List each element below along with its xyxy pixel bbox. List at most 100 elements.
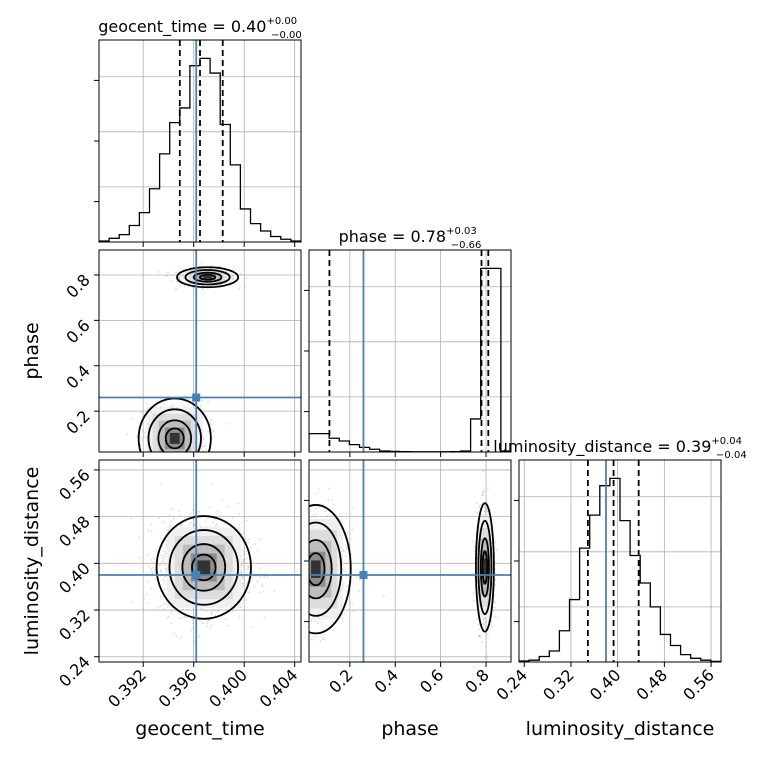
scatter-point xyxy=(178,276,181,279)
contour-line xyxy=(192,271,223,283)
scatter-point xyxy=(482,623,485,625)
scatter-point xyxy=(139,410,142,413)
scatter-point xyxy=(210,612,213,614)
scatter-point xyxy=(191,622,194,624)
panel-luminosity-distance-vs-geocent-time xyxy=(99,460,301,662)
panel-frame xyxy=(98,249,302,453)
scatter-point xyxy=(212,430,215,433)
scatter-point xyxy=(266,576,269,578)
scatter-point xyxy=(205,620,208,623)
axis-ticks: 0.392 0.396 0.400 0.404 0.2 0.4 0.6 0.8 0.24 0.32… xyxy=(55,79,718,711)
scatter-point xyxy=(210,419,213,422)
scatter-point xyxy=(163,550,166,553)
scatter-point xyxy=(475,502,478,504)
scatter-point xyxy=(158,271,161,273)
contour-line xyxy=(309,539,333,600)
scatter-point xyxy=(259,538,261,541)
scatter-point xyxy=(321,503,324,506)
scatter-point xyxy=(481,494,484,496)
scatter-point xyxy=(158,564,161,567)
scatter-point xyxy=(151,572,154,574)
scatter-point xyxy=(224,522,226,525)
scatter-point xyxy=(483,510,486,512)
scatter-point xyxy=(477,623,480,626)
scatter-point xyxy=(213,435,215,438)
scatter-point xyxy=(256,580,259,583)
scatter-point xyxy=(240,549,243,551)
scatter-point xyxy=(311,638,313,641)
scatter-point xyxy=(245,538,248,541)
contour-line xyxy=(191,553,217,582)
scatter-point xyxy=(180,523,183,526)
scatter-point xyxy=(171,508,173,511)
scatter-point xyxy=(352,610,355,613)
scatter-point xyxy=(243,557,246,560)
scatter-point xyxy=(160,569,163,572)
scatter-point xyxy=(205,610,208,612)
scatter-point xyxy=(154,569,157,571)
scatter-point xyxy=(164,556,166,558)
x-tick-label: 0.400 xyxy=(205,665,251,711)
scatter-point xyxy=(319,640,322,642)
scatter-point xyxy=(481,492,484,494)
scatter-point xyxy=(352,507,355,509)
scatter-point xyxy=(231,278,234,280)
contour-line xyxy=(481,550,489,585)
contour-line xyxy=(176,266,240,289)
panel-phase-vs-geocent-time xyxy=(99,250,301,452)
scatter-point xyxy=(146,402,149,405)
scatter-point xyxy=(167,615,170,618)
title-geocent-time: geocent_time = 0.40+0.00 −0.00 xyxy=(98,16,302,41)
ylabel-phase: phase xyxy=(21,322,43,379)
scatter-point xyxy=(147,529,150,531)
scatter-point xyxy=(135,435,138,438)
scatter-point xyxy=(344,589,347,592)
scatter-point xyxy=(144,436,147,439)
scatter-point xyxy=(170,405,173,408)
scatter-point xyxy=(482,514,484,517)
scatter-point xyxy=(487,619,490,622)
scatter-point xyxy=(161,556,164,559)
scatter-point xyxy=(201,400,204,402)
scatter-point xyxy=(159,537,162,539)
scatter-point xyxy=(482,626,485,629)
scatter-point xyxy=(179,278,181,280)
scatter-point xyxy=(243,552,246,555)
scatter-point xyxy=(153,557,156,560)
scatter-point xyxy=(345,545,348,548)
histogram-step-line xyxy=(519,477,721,662)
scatter-point xyxy=(235,268,237,271)
scatter-point xyxy=(131,601,134,604)
x-tick-label: 0.404 xyxy=(256,665,302,711)
scatter-point xyxy=(197,510,200,513)
scatter-point xyxy=(482,618,485,621)
scatter-point xyxy=(207,400,209,403)
scatter-point xyxy=(155,578,157,580)
scatter-point xyxy=(243,547,246,550)
contour-line xyxy=(475,502,495,633)
ylabel-luminosity-distance: luminosity_distance xyxy=(21,467,43,656)
scatter-point xyxy=(231,517,234,520)
title-luminosity-distance: luminosity_distance = 0.39+0.04 −0.04 xyxy=(493,436,746,461)
scatter-point xyxy=(198,635,201,638)
scatter-point xyxy=(122,562,124,565)
scatter-point xyxy=(243,559,246,562)
scatter-point xyxy=(240,273,242,276)
scatter-point xyxy=(183,616,186,618)
scatter-point xyxy=(317,488,320,491)
scatter-point xyxy=(351,602,354,604)
scatter-point xyxy=(225,618,227,621)
scatter-point xyxy=(214,613,216,616)
scatter-point xyxy=(472,592,475,595)
scatter-point xyxy=(180,636,183,639)
scatter-point xyxy=(483,506,485,508)
scatter-point xyxy=(237,512,240,515)
scatter-point xyxy=(231,274,234,277)
scatter-point xyxy=(256,549,259,552)
scatter-point xyxy=(238,616,241,619)
contour-line xyxy=(181,543,227,592)
scatter-point xyxy=(189,629,192,632)
scatter-point xyxy=(175,635,178,637)
scatter-point xyxy=(192,291,195,294)
scatter-point xyxy=(247,568,250,571)
